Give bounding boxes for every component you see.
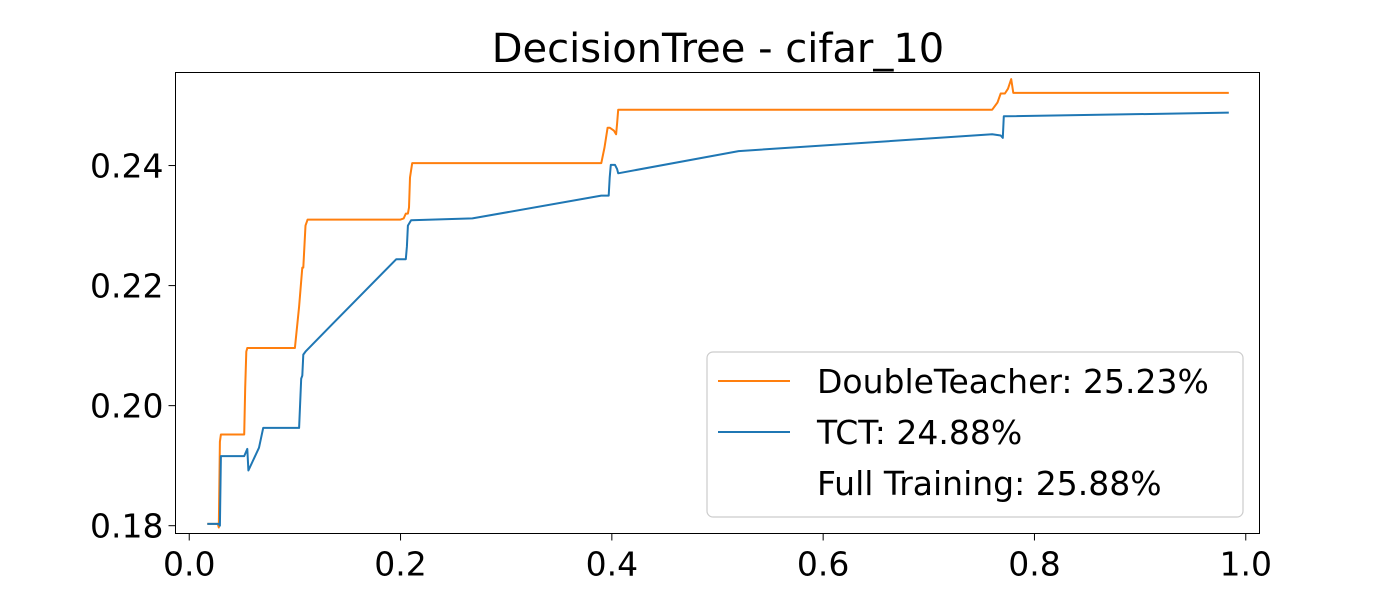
plot-frame <box>175 72 1260 534</box>
x-tick-label: 0.2 <box>374 545 426 584</box>
y-tick-label: 0.24 <box>90 147 163 186</box>
legend-label-doubleteacher: DoubleTeacher: 25.23% <box>817 362 1209 401</box>
y-tick-label: 0.22 <box>90 267 163 306</box>
x-axis: 0.0 0.2 0.4 0.6 0.8 1.0 <box>163 533 1272 584</box>
y-axis: 0.18 0.20 0.22 0.24 <box>90 147 176 546</box>
chart-title: DecisionTree - cifar_10 <box>492 26 945 72</box>
x-tick-label: 1.0 <box>1220 545 1272 584</box>
series-line-0 <box>207 78 1229 529</box>
legend: DoubleTeacher: 25.23% TCT: 24.88% Full T… <box>706 351 1244 518</box>
legend-box <box>706 351 1244 518</box>
x-tick-label: 0.0 <box>163 545 215 584</box>
x-tick-label: 0.8 <box>1008 545 1060 584</box>
y-tick-label: 0.20 <box>90 387 163 426</box>
series-layer <box>207 78 1229 529</box>
x-tick-label: 0.6 <box>797 545 849 584</box>
legend-label-tct: TCT: 24.88% <box>816 413 1022 452</box>
x-tick-label: 0.4 <box>586 545 638 584</box>
series-line-1 <box>207 111 1229 527</box>
legend-label-full-training: Full Training: 25.88% <box>817 464 1162 503</box>
y-tick-label: 0.18 <box>90 507 163 546</box>
